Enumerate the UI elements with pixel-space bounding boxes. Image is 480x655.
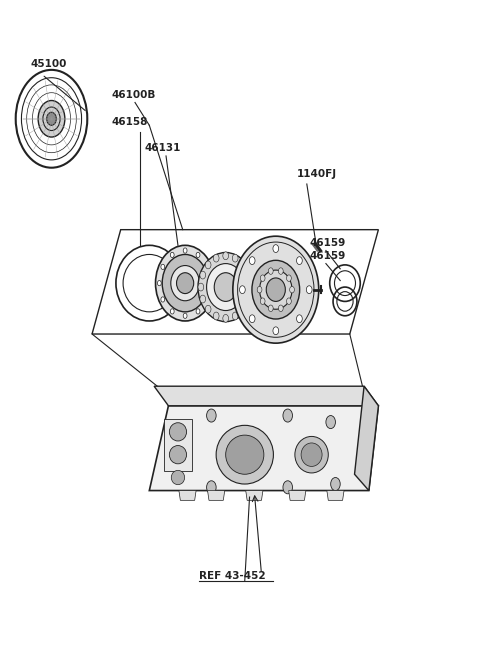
Text: REF 43-452: REF 43-452: [199, 571, 266, 580]
Polygon shape: [355, 386, 378, 491]
Circle shape: [268, 268, 273, 274]
Ellipse shape: [169, 445, 187, 464]
Circle shape: [240, 261, 246, 269]
Circle shape: [297, 315, 302, 323]
Ellipse shape: [252, 260, 300, 319]
Polygon shape: [288, 491, 306, 500]
Circle shape: [232, 254, 238, 262]
Circle shape: [268, 305, 273, 312]
Ellipse shape: [214, 272, 237, 301]
Circle shape: [260, 275, 265, 282]
Text: 46158: 46158: [111, 117, 147, 127]
Circle shape: [205, 261, 211, 269]
Circle shape: [200, 271, 205, 279]
Circle shape: [170, 252, 174, 257]
Polygon shape: [179, 491, 196, 500]
Circle shape: [246, 271, 252, 279]
Circle shape: [161, 264, 165, 269]
Circle shape: [287, 275, 291, 282]
Circle shape: [198, 283, 204, 291]
Circle shape: [312, 445, 321, 458]
Circle shape: [209, 280, 213, 286]
Circle shape: [260, 298, 265, 305]
Circle shape: [196, 309, 200, 314]
Circle shape: [331, 477, 340, 491]
Polygon shape: [164, 419, 192, 471]
Polygon shape: [207, 491, 225, 500]
Circle shape: [157, 280, 161, 286]
Ellipse shape: [47, 112, 56, 125]
Circle shape: [257, 286, 262, 293]
Ellipse shape: [206, 263, 245, 310]
Ellipse shape: [260, 270, 292, 309]
Circle shape: [297, 257, 302, 265]
Text: 1140FJ: 1140FJ: [297, 170, 337, 179]
Circle shape: [232, 312, 238, 320]
Ellipse shape: [216, 425, 274, 484]
Circle shape: [289, 286, 294, 293]
Circle shape: [249, 315, 255, 323]
Ellipse shape: [38, 100, 65, 137]
Circle shape: [240, 305, 246, 313]
Circle shape: [246, 295, 252, 303]
Ellipse shape: [169, 422, 187, 441]
Circle shape: [205, 264, 209, 269]
Circle shape: [283, 409, 292, 422]
Circle shape: [206, 409, 216, 422]
Ellipse shape: [162, 254, 208, 312]
Polygon shape: [154, 386, 378, 405]
Circle shape: [249, 257, 255, 265]
Text: 45100: 45100: [30, 58, 66, 69]
Circle shape: [205, 297, 209, 302]
Circle shape: [170, 309, 174, 314]
Circle shape: [213, 312, 219, 320]
Polygon shape: [327, 491, 344, 500]
Ellipse shape: [171, 265, 199, 301]
Text: 46159: 46159: [309, 238, 346, 248]
Ellipse shape: [233, 236, 319, 343]
Circle shape: [248, 283, 253, 291]
Circle shape: [240, 286, 245, 293]
Circle shape: [273, 327, 279, 335]
Circle shape: [287, 298, 291, 305]
Ellipse shape: [226, 435, 264, 474]
Circle shape: [223, 314, 228, 322]
Circle shape: [326, 415, 336, 428]
Text: 46100B: 46100B: [111, 90, 156, 100]
Ellipse shape: [171, 470, 185, 485]
Circle shape: [205, 305, 211, 313]
Circle shape: [306, 286, 312, 293]
Ellipse shape: [266, 278, 285, 301]
Circle shape: [183, 248, 187, 253]
Circle shape: [278, 268, 283, 274]
Text: 46131: 46131: [144, 143, 181, 153]
Circle shape: [206, 481, 216, 494]
Circle shape: [183, 313, 187, 318]
Ellipse shape: [198, 252, 253, 322]
Circle shape: [213, 254, 219, 262]
Circle shape: [161, 297, 165, 302]
Ellipse shape: [295, 436, 328, 473]
Polygon shape: [246, 491, 263, 500]
Ellipse shape: [156, 246, 215, 321]
Circle shape: [196, 252, 200, 257]
Ellipse shape: [177, 272, 194, 293]
Circle shape: [278, 305, 283, 312]
Ellipse shape: [301, 443, 322, 466]
Circle shape: [283, 481, 292, 494]
Circle shape: [223, 252, 228, 259]
Polygon shape: [149, 405, 378, 491]
Circle shape: [200, 295, 205, 303]
Circle shape: [273, 245, 279, 252]
Text: 46159: 46159: [309, 251, 346, 261]
